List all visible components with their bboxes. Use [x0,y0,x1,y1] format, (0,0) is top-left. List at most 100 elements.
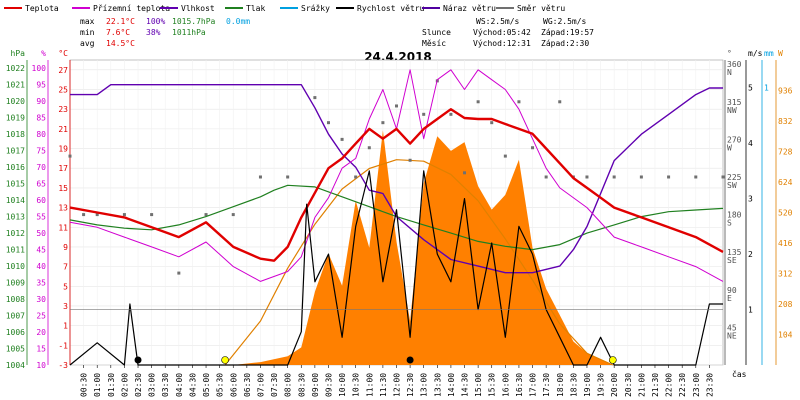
x-tick-label: 21:30 [651,373,660,397]
tick-celsius: 23 [58,105,68,114]
x-tick-label: 02:00 [120,373,129,397]
x-tick-label: 19:30 [597,373,606,397]
stats-max-rain: 0.0mm [226,17,250,26]
moon-marker [134,356,142,364]
series-temperature [69,107,724,262]
point-wind-direction [531,146,535,150]
x-tick-label: 18:00 [556,373,565,397]
tick-percent: 80 [36,130,46,139]
tick-deg: 180 [727,211,742,220]
info-slunce-zapad: Západ:19:57 [541,28,594,37]
x-tick-label: 10:30 [352,373,361,397]
point-wind-direction [354,175,358,179]
x-tick-label: 07:30 [270,373,279,397]
series-wind-speed [69,170,723,366]
tick-wm2: 104 [778,331,793,340]
stats-block: max 22.1°C 100% 1015.7hPa 0.0mm min 7.6°… [80,17,250,48]
legend-label-tlak: Tlak [246,4,265,13]
info-mesic-zapad: Západ:2:30 [541,39,589,48]
tick-percent: 15 [36,345,46,354]
tick-percent: 20 [36,328,46,337]
tick-deg: 360 [727,60,742,69]
axis-unit-percent: % [41,49,46,58]
legend-label-smer: Směr větru [517,4,565,13]
point-wind-direction [340,137,344,141]
tick-percent: 45 [36,246,46,255]
x-tick-label: 11:30 [379,373,388,397]
x-tick-label: 22:00 [665,373,674,397]
tick-percent: 75 [36,147,46,156]
tick-percent: 50 [36,229,46,238]
tick-deg-letter: SE [727,256,737,265]
info-ws: WS:2.5m/s [476,17,520,26]
point-wind-direction [503,154,507,158]
tick-wm2: 416 [778,239,793,248]
x-tick-label: 14:00 [447,373,456,397]
info-block: WS:2.5m/s WG:2.5m/s Slunce Východ:05:42 … [422,17,594,48]
tick-deg: 135 [727,248,742,257]
tick-celsius: 17 [58,164,68,173]
point-wind-direction [422,112,426,116]
tick-hpa: 1016 [6,163,25,172]
tick-percent: 70 [36,163,46,172]
tick-hpa: 1008 [6,295,25,304]
x-tick-label: 03:00 [148,373,157,397]
chart-legend: Teplota Přízemní teplota Vlhkost Tlak Srážky… [4,4,565,13]
tick-ms: 4 [748,139,753,148]
tick-percent: 90 [36,97,46,106]
tick-hpa: 1012 [6,229,25,238]
x-tick-label: 12:00 [393,373,402,397]
x-tick-label: 12:30 [406,373,415,397]
tick-wm2: 936 [778,87,793,96]
stats-avg-temp: 14.5°C [106,39,135,48]
tick-hpa: 1010 [6,262,25,271]
tick-ms: 3 [748,195,753,204]
tick-celsius: 11 [58,223,68,232]
point-wind-direction [463,171,467,175]
point-wind-direction [667,175,671,179]
point-wind-direction [95,213,99,217]
point-wind-direction [476,100,480,104]
axis-unit-hpa: hPa [11,49,26,58]
tick-hpa: 1022 [6,64,25,73]
tick-percent: 30 [36,295,46,304]
legend-label-teplota: Teplota [25,4,59,13]
tick-hpa: 1005 [6,345,25,354]
tick-hpa: 1006 [6,328,25,337]
tick-deg: 225 [727,173,742,182]
tick-wm2: 312 [778,270,793,279]
point-wind-direction [82,213,86,217]
x-axis-label: čas [732,369,747,379]
sun-marker [609,356,617,364]
tick-celsius: 5 [63,282,68,291]
point-wind-direction [517,100,521,104]
legend-label-rychlost: Rychlost větru [357,4,425,13]
x-tick-label: 17:30 [542,373,551,397]
axis-unit-mm: mm [764,49,774,58]
x-tick-label: 16:00 [501,373,510,397]
point-wind-direction [395,104,398,108]
tick-deg-letter: NE [727,331,737,340]
tick-wm2: 208 [778,300,793,309]
x-tick-label: 03:30 [161,373,170,397]
x-tick-label: 06:00 [229,373,238,397]
tick-celsius: 1 [63,322,68,331]
tick-celsius: 27 [58,66,68,75]
point-wind-direction [639,175,643,179]
legend-label-naraz: Náraz větru [443,4,496,13]
tick-percent: 40 [36,262,46,271]
series-pressure [69,184,724,251]
sun-marker [221,356,229,364]
tick-deg-letter: N [727,68,732,77]
point-wind-direction [177,271,181,275]
x-tick-label: 10:00 [338,373,347,397]
point-wind-direction [585,175,589,179]
tick-percent: 55 [36,213,46,222]
stats-max-label: max [80,17,95,26]
point-wind-direction [258,175,262,179]
tick-deg-letter: NW [727,106,737,115]
x-tick-label: 20:00 [610,373,619,397]
x-tick-label: 22:30 [678,373,687,397]
tick-hpa: 1021 [6,81,25,90]
